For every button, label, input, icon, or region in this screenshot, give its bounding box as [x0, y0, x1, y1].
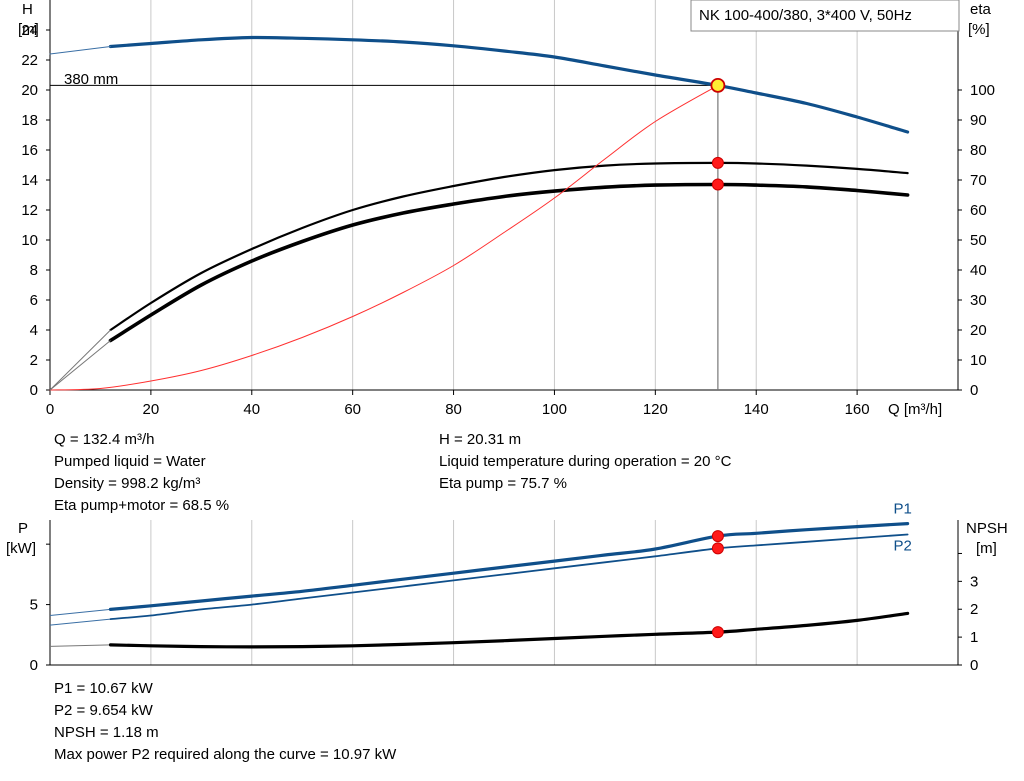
power-chart: 0 5 P [kW] 0 1 2 3 NPSH [m] P1 P2 [6, 501, 1008, 674]
power-left-tick-label: 0 [30, 657, 38, 674]
qh-x-tick-label: 0 [46, 401, 54, 418]
qh-right-tick-label: 100 [970, 82, 995, 99]
qh-series-eta-pump-motor [108, 182, 910, 343]
qh-x-tick-label: 120 [643, 401, 668, 418]
power-left-axis-unit: [kW] [6, 540, 36, 557]
qh-curve-label: 380 mm [64, 71, 118, 88]
info-bottom: P1 = 10.67 kW P2 = 9.654 kW NPSH = 1.18 … [54, 678, 396, 766]
power-p1-extension [49, 608, 111, 616]
qh-left-tick-label: 18 [21, 112, 38, 129]
qh-left-tick-label: 0 [30, 382, 38, 399]
qh-series-head-extension [49, 46, 111, 55]
qh-left-tick-label: 14 [21, 172, 38, 189]
qh-series-head [108, 35, 910, 134]
qh-x-axis-label: Q [m³/h] [888, 401, 942, 418]
qh-right-tick-label: 10 [970, 352, 987, 369]
info-max-power: Max power P2 required along the curve = … [54, 746, 397, 763]
info-top-right: H = 20.31 m Liquid temperature during op… [439, 429, 731, 495]
qh-x-tick-label: 60 [344, 401, 361, 418]
qh-duty-point-marker [710, 77, 726, 93]
qh-eta-pump-extension [49, 329, 111, 391]
qh-chart: 024681012141618202224H[m]010203040506070… [18, 0, 995, 418]
qh-left-axis-title: H [22, 1, 33, 18]
power-right-axis-unit: [m] [976, 540, 997, 557]
info-head: H = 20.31 m [439, 431, 522, 448]
qh-x-tick-label: 100 [542, 401, 567, 418]
power-right-tick-label: 1 [970, 629, 978, 646]
qh-right-tick-label: 0 [970, 382, 978, 399]
qh-eta-marker [711, 178, 724, 191]
power-plot-area [50, 520, 958, 665]
power-series-p1 [108, 522, 910, 611]
qh-left-tick-label: 12 [21, 202, 38, 219]
info-npsh: NPSH = 1.18 m [54, 724, 159, 741]
power-series-label-p1: P1 [894, 501, 912, 518]
qh-x-tick-label: 140 [744, 401, 769, 418]
qh-left-tick-label: 20 [21, 82, 38, 99]
info-eta-pump: Eta pump = 75.7 % [439, 475, 567, 492]
power-right-tick-label: 0 [970, 657, 978, 674]
info-flow: Q = 132.4 m³/h [54, 431, 155, 448]
qh-series-eta-pump [109, 161, 909, 332]
qh-left-tick-label: 16 [21, 142, 38, 159]
power-marker [711, 626, 724, 639]
power-left-tick-label: 5 [30, 597, 38, 614]
power-npsh-extension [49, 644, 111, 647]
info-temperature: Liquid temperature during operation = 20… [439, 453, 732, 470]
qh-right-tick-label: 90 [970, 112, 987, 129]
qh-left-tick-label: 6 [30, 292, 38, 309]
info-p2: P2 = 9.654 kW [54, 702, 153, 719]
title-text: NK 100-400/380, 3*400 V, 50Hz [699, 7, 912, 24]
qh-left-tick-label: 2 [30, 352, 38, 369]
power-series-label-p2: P2 [894, 538, 912, 555]
power-right-tick-label: 3 [970, 573, 978, 590]
qh-right-tick-label: 50 [970, 232, 987, 249]
title-box: NK 100-400/380, 3*400 V, 50Hz [690, 0, 960, 32]
power-series-p2 [109, 533, 909, 620]
qh-left-tick-label: 10 [21, 232, 38, 249]
power-p2-extension [49, 618, 111, 626]
qh-series-system-curve [49, 84, 719, 391]
power-marker [711, 542, 724, 555]
qh-right-tick-label: 20 [970, 322, 987, 339]
qh-eta-marker [711, 156, 724, 169]
qh-right-tick-label: 60 [970, 202, 987, 219]
qh-left-tick-label: 24 [21, 22, 38, 39]
info-density: Density = 998.2 kg/m³ [54, 475, 201, 492]
qh-left-tick-label: 4 [30, 322, 38, 339]
power-marker [711, 530, 724, 543]
power-series-npsh [108, 611, 910, 649]
qh-left-tick-label: 8 [30, 262, 38, 279]
qh-right-tick-label: 40 [970, 262, 987, 279]
qh-x-tick-label: 160 [845, 401, 870, 418]
power-right-tick-label: 2 [970, 601, 978, 618]
info-eta-pump-motor: Eta pump+motor = 68.5 % [54, 497, 230, 514]
qh-x-tick-label: 20 [143, 401, 160, 418]
qh-right-tick-label: 80 [970, 142, 987, 159]
qh-left-axis-unit: [m] [18, 21, 39, 38]
qh-right-tick-label: 30 [970, 292, 987, 309]
info-top-left: Q = 132.4 m³/h Pumped liquid = Water Den… [54, 429, 229, 517]
power-right-axis-title: NPSH [966, 520, 1008, 537]
power-left-axis-title: P [18, 520, 28, 537]
qh-left-tick-label: 22 [21, 52, 38, 69]
qh-right-tick-label: 70 [970, 172, 987, 189]
qh-right-axis-unit: [%] [968, 21, 990, 38]
qh-x-tick-label: 80 [445, 401, 462, 418]
qh-eta-pump-motor-extension [49, 340, 111, 391]
qh-x-tick-label: 40 [243, 401, 260, 418]
info-liquid: Pumped liquid = Water [54, 453, 206, 470]
qh-right-axis-title: eta [970, 1, 992, 18]
info-p1: P1 = 10.67 kW [54, 680, 153, 697]
